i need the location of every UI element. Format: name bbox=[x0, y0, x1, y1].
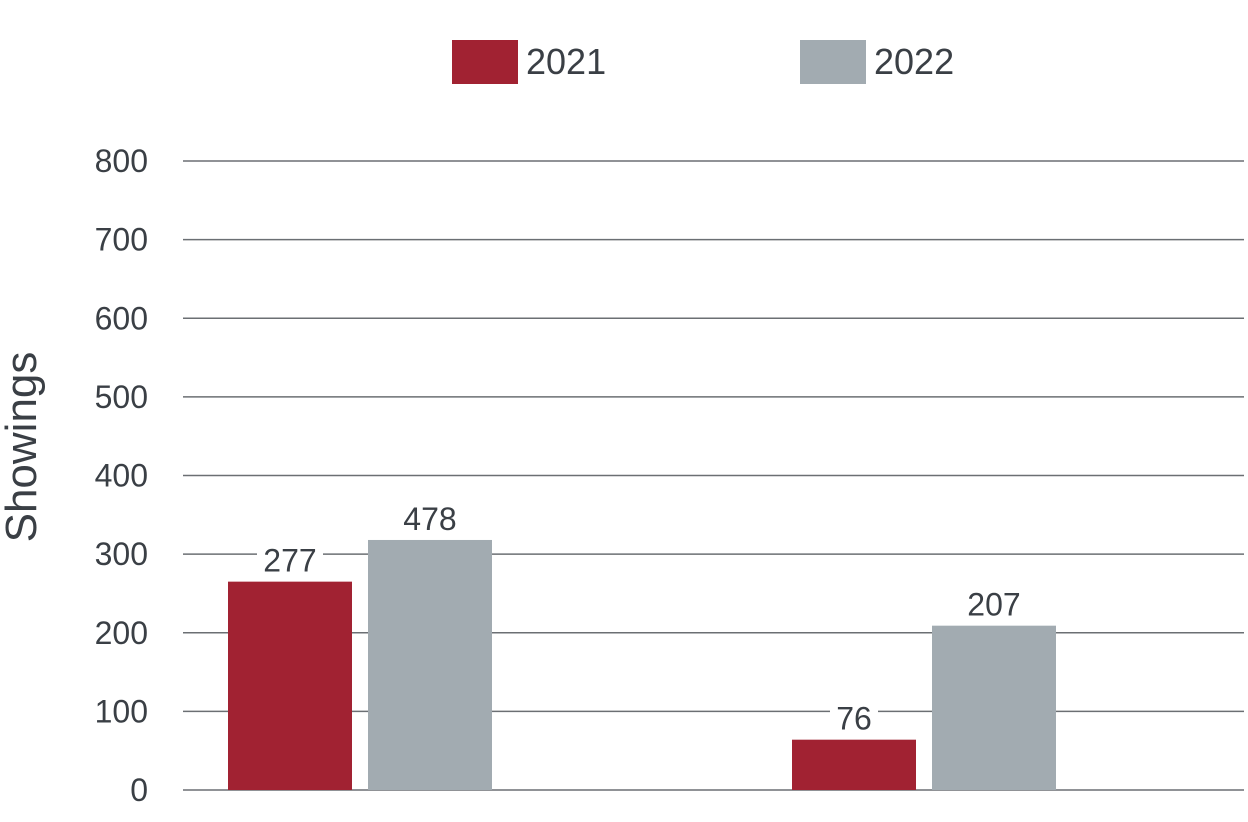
y-tick-label: 400 bbox=[95, 458, 148, 494]
data-labels: 277 76 478 207 bbox=[257, 499, 1027, 737]
bar-2022-0 bbox=[368, 539, 492, 790]
legend-swatch-2022 bbox=[800, 40, 866, 84]
data-label-backing bbox=[257, 541, 323, 576]
y-axis-title: Showings bbox=[0, 352, 46, 543]
legend-label-2022: 2022 bbox=[874, 41, 954, 82]
y-tick-label: 0 bbox=[130, 772, 148, 808]
y-tick-label: 200 bbox=[95, 615, 148, 651]
grid-layer bbox=[183, 160, 1244, 791]
bar-2022-1 bbox=[932, 625, 1056, 790]
y-tick-label: 100 bbox=[95, 693, 148, 729]
bars bbox=[228, 539, 1056, 790]
data-label-backing bbox=[397, 499, 463, 534]
y-tick-label: 500 bbox=[95, 379, 148, 415]
y-tick-labels: 0 100 200 300 400 500 600 700 800 bbox=[95, 143, 148, 808]
y-tick-label: 600 bbox=[95, 300, 148, 336]
bar-2021-1 bbox=[792, 739, 916, 790]
legend-swatch-2021 bbox=[452, 40, 518, 84]
data-label-backing bbox=[830, 699, 878, 734]
data-label: 76 bbox=[836, 701, 872, 737]
y-tick-label: 800 bbox=[95, 143, 148, 179]
bar-2021-0 bbox=[228, 581, 352, 790]
data-label-backing bbox=[961, 585, 1027, 620]
y-tick-label: 300 bbox=[95, 536, 148, 572]
data-label: 478 bbox=[403, 501, 456, 537]
data-label: 277 bbox=[263, 543, 316, 579]
legend-label-2021: 2021 bbox=[526, 41, 606, 82]
legend: 2021 2022 bbox=[452, 40, 954, 84]
data-label: 207 bbox=[967, 587, 1020, 623]
y-tick-label: 700 bbox=[95, 222, 148, 258]
